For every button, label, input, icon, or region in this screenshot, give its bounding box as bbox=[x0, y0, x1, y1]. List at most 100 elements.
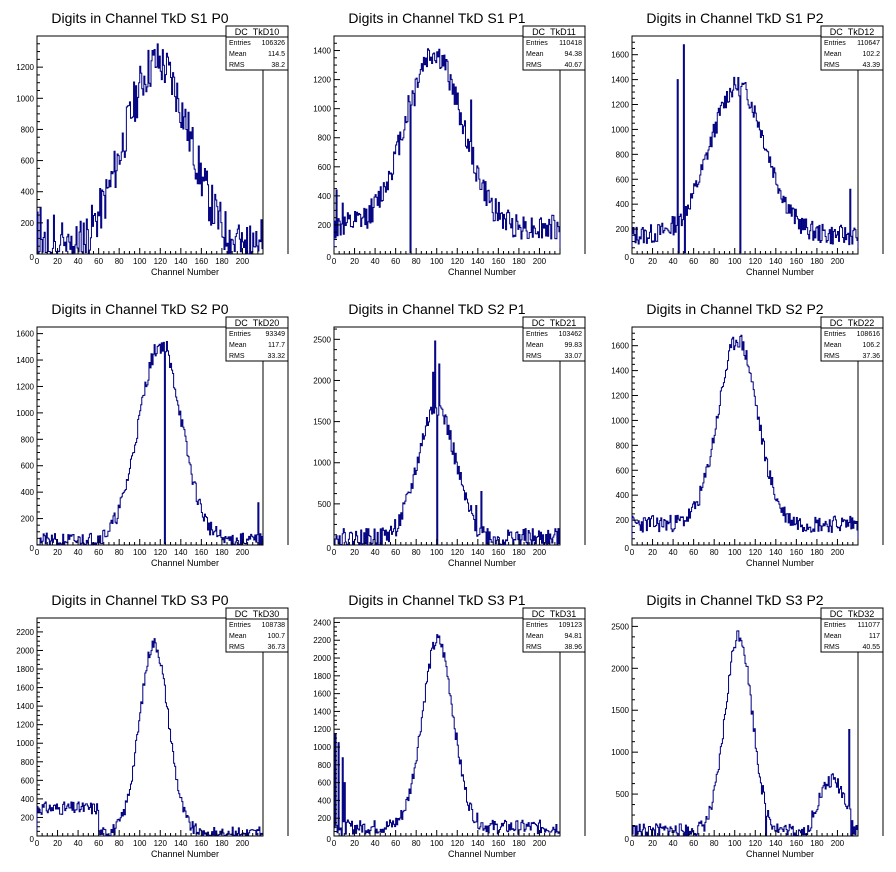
x-tick-label: 180 bbox=[215, 839, 229, 848]
stats-label: Mean bbox=[229, 51, 247, 58]
x-tick-label: 40 bbox=[74, 548, 83, 557]
stats-box bbox=[225, 316, 289, 362]
stats-label: Entries bbox=[824, 40, 846, 47]
x-tick-label: 80 bbox=[412, 839, 421, 848]
x-tick-label: 140 bbox=[174, 257, 188, 266]
y-tick-label: 1000 bbox=[313, 459, 331, 468]
y-tick-label: 1600 bbox=[313, 690, 331, 699]
stats-box bbox=[820, 25, 884, 71]
histogram-title: Digits in Channel TkD S1 P0 bbox=[51, 10, 228, 26]
y-tick-label: 200 bbox=[318, 814, 332, 823]
y-tick-label: 1500 bbox=[313, 418, 331, 427]
x-tick-label: 140 bbox=[174, 548, 188, 557]
x-tick-label: 120 bbox=[154, 257, 168, 266]
stats-label: RMS bbox=[229, 62, 245, 69]
x-tick-label: 60 bbox=[94, 548, 103, 557]
y-tick-label: 800 bbox=[21, 758, 35, 767]
stats-name: DC_TkD22 bbox=[830, 318, 875, 328]
histogram-panel: Digits in Channel TkD S1 P1 0 20 40 60 80 100 1… bbox=[313, 10, 586, 277]
y-tick-label: 600 bbox=[616, 466, 630, 475]
x-tick-label: 80 bbox=[115, 839, 124, 848]
y-tick-label: 1000 bbox=[611, 125, 629, 134]
stats-label: Entries bbox=[526, 622, 548, 629]
x-tick-label: 180 bbox=[810, 839, 824, 848]
histogram-line bbox=[333, 634, 561, 836]
x-tick-label: 200 bbox=[236, 548, 250, 557]
x-axis-label: Channel Number bbox=[746, 849, 814, 859]
x-tick-label: 0 bbox=[630, 257, 635, 266]
x-tick-label: 140 bbox=[174, 839, 188, 848]
y-tick-label: 400 bbox=[318, 192, 332, 201]
x-axis-label: Channel Number bbox=[746, 558, 814, 568]
x-tick-label: 40 bbox=[669, 839, 678, 848]
y-tick-label: 800 bbox=[21, 125, 35, 134]
y-tick-label: 600 bbox=[21, 462, 35, 471]
stats-value: 114.5 bbox=[268, 51, 285, 58]
stats-label: RMS bbox=[229, 644, 245, 651]
origin-label: 0 bbox=[30, 835, 35, 844]
x-tick-label: 20 bbox=[648, 839, 657, 848]
x-axis-label: Channel Number bbox=[746, 267, 814, 277]
x-tick-label: 0 bbox=[332, 257, 337, 266]
x-tick-label: 100 bbox=[133, 839, 147, 848]
y-tick-label: 1200 bbox=[16, 63, 34, 72]
x-tick-label: 180 bbox=[512, 548, 526, 557]
x-tick-label: 200 bbox=[831, 257, 845, 266]
y-tick-label: 1400 bbox=[611, 367, 629, 376]
stats-label: RMS bbox=[526, 62, 542, 69]
y-tick-label: 800 bbox=[616, 150, 630, 159]
histogram-panel: Digits in Channel TkD S3 P0 0 20 40 60 80 100 1… bbox=[16, 592, 289, 859]
stats-value: 38.2 bbox=[271, 62, 285, 69]
x-tick-label: 160 bbox=[195, 839, 209, 848]
y-tick-label: 2000 bbox=[313, 376, 331, 385]
y-tick-label: 1000 bbox=[16, 94, 34, 103]
stats-label: RMS bbox=[229, 353, 245, 360]
x-tick-label: 120 bbox=[451, 548, 465, 557]
x-tick-label: 20 bbox=[648, 257, 657, 266]
x-tick-label: 100 bbox=[133, 257, 147, 266]
x-axis-label: Channel Number bbox=[448, 558, 516, 568]
y-tick-label: 400 bbox=[318, 796, 332, 805]
y-tick-label: 400 bbox=[616, 200, 630, 209]
x-tick-label: 20 bbox=[53, 257, 62, 266]
x-tick-label: 200 bbox=[533, 257, 547, 266]
x-tick-label: 180 bbox=[512, 257, 526, 266]
x-tick-label: 120 bbox=[451, 839, 465, 848]
x-tick-label: 140 bbox=[769, 839, 783, 848]
stats-label: Mean bbox=[526, 633, 544, 640]
stats-value: 36.73 bbox=[267, 644, 285, 651]
y-tick-label: 1000 bbox=[313, 743, 331, 752]
y-tick-label: 2500 bbox=[611, 622, 629, 631]
y-tick-label: 1200 bbox=[16, 382, 34, 391]
x-tick-label: 160 bbox=[492, 257, 506, 266]
stats-label: Entries bbox=[824, 622, 846, 629]
y-tick-label: 1800 bbox=[16, 665, 34, 674]
x-tick-label: 200 bbox=[533, 839, 547, 848]
y-tick-label: 400 bbox=[21, 795, 35, 804]
histogram-title: Digits in Channel TkD S1 P2 bbox=[646, 10, 823, 26]
x-tick-label: 120 bbox=[154, 839, 168, 848]
x-tick-label: 60 bbox=[94, 257, 103, 266]
x-tick-label: 140 bbox=[769, 548, 783, 557]
stats-label: Mean bbox=[824, 342, 842, 349]
stats-value: 94.38 bbox=[564, 51, 582, 58]
x-tick-label: 20 bbox=[53, 839, 62, 848]
x-tick-label: 20 bbox=[53, 548, 62, 557]
x-tick-label: 0 bbox=[35, 548, 40, 557]
stats-name: DC_TkD32 bbox=[830, 609, 875, 619]
x-tick-label: 80 bbox=[412, 548, 421, 557]
stats-name: DC_TkD31 bbox=[532, 609, 577, 619]
x-tick-label: 0 bbox=[35, 839, 40, 848]
x-tick-label: 160 bbox=[492, 548, 506, 557]
x-tick-label: 80 bbox=[412, 257, 421, 266]
x-tick-label: 80 bbox=[710, 839, 719, 848]
y-tick-label: 600 bbox=[318, 163, 332, 172]
y-tick-label: 1200 bbox=[611, 101, 629, 110]
y-tick-label: 500 bbox=[616, 790, 630, 799]
stats-value: 106.2 bbox=[862, 342, 880, 349]
histogram-panel: Digits in Channel TkD S1 P2 0 20 40 60 80 100 1… bbox=[611, 10, 884, 277]
x-tick-label: 100 bbox=[430, 257, 444, 266]
y-tick-label: 600 bbox=[21, 776, 35, 785]
y-tick-label: 1400 bbox=[16, 356, 34, 365]
